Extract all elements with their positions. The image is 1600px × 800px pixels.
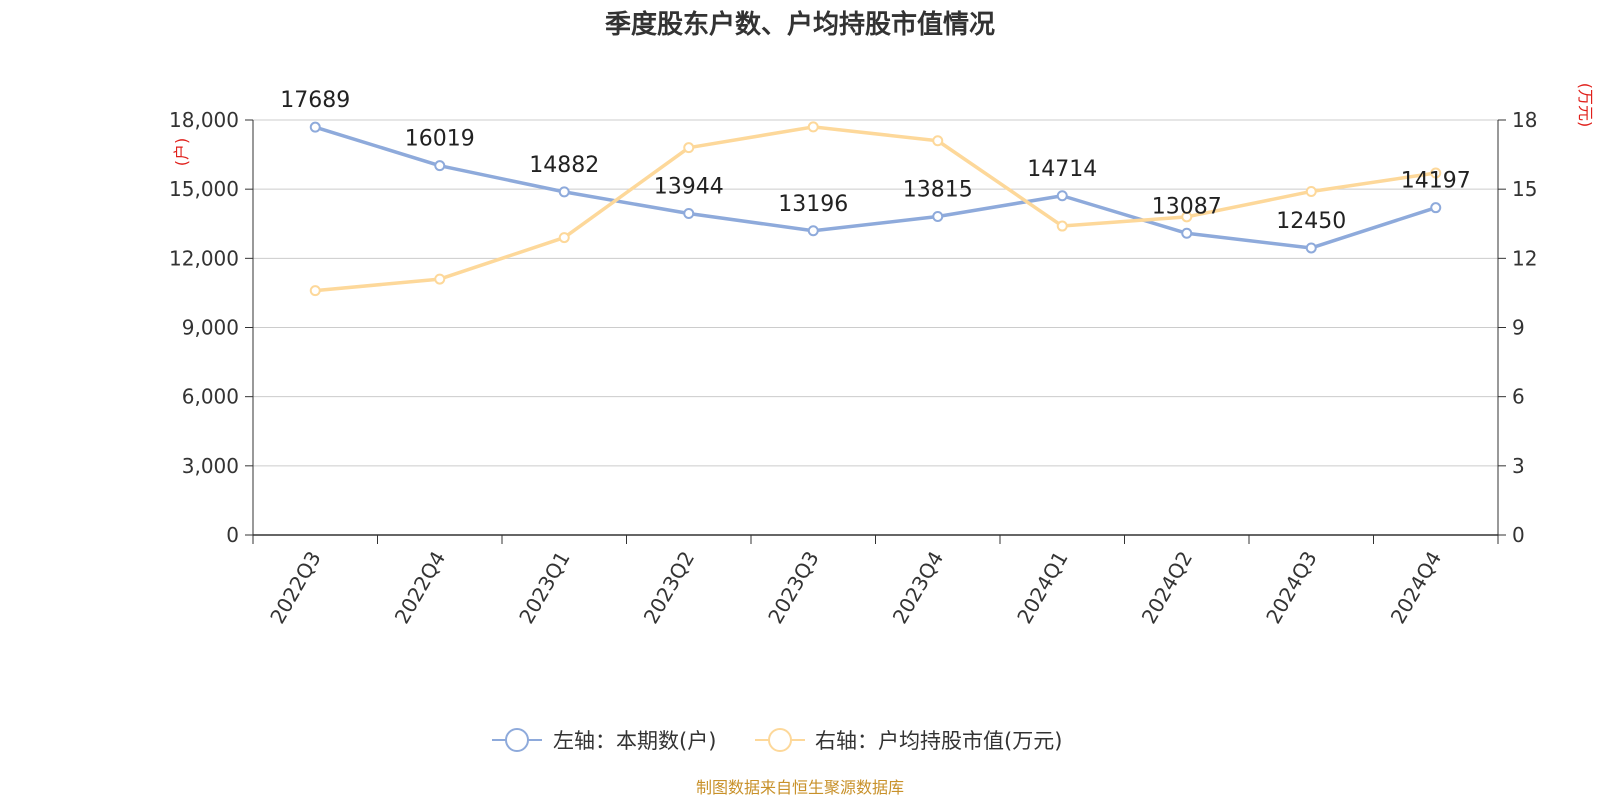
right-tick-label: 3 [1512, 454, 1525, 478]
legend-item-left-series[interactable]: 左轴：本期数(户) [492, 728, 716, 753]
data-point-right [1305, 185, 1317, 197]
series [309, 121, 1442, 297]
left-axis-ticks: 0 3,000 6,000 9,000 12,000 15,000 18,000 [169, 108, 253, 547]
right-tick-label: 6 [1512, 385, 1525, 409]
x-tick-label: 2023Q4 [888, 547, 948, 628]
right-tick-label: 15 [1512, 177, 1537, 201]
right-tick-label: 9 [1512, 316, 1525, 340]
x-tick-label: 2023Q1 [514, 547, 574, 628]
data-label: 16019 [405, 127, 475, 152]
data-label: 13944 [654, 175, 724, 200]
legend-label-left: 左轴：本期数(户) [553, 729, 716, 753]
x-tick-label: 2023Q3 [763, 547, 823, 628]
data-label: 14714 [1027, 157, 1097, 182]
data-point-right [309, 285, 321, 297]
left-tick-label: 0 [226, 523, 239, 547]
right-tick-label: 18 [1512, 108, 1537, 132]
data-label: 13196 [778, 192, 848, 217]
data-label: 14197 [1401, 169, 1471, 194]
x-tick-label: 2024Q3 [1261, 547, 1321, 628]
x-tick-label: 2022Q4 [390, 547, 450, 628]
x-tick-label: 2024Q4 [1386, 547, 1446, 628]
data-labels: 17689 16019 14882 13944 13196 13815 14714 13087… [280, 88, 1471, 234]
data-label: 17689 [280, 88, 350, 113]
gridlines [253, 119, 1498, 467]
left-tick-label: 18,000 [169, 108, 239, 132]
right-axis-unit: (万元) [1576, 83, 1595, 128]
x-tick-label: 2023Q2 [639, 547, 699, 628]
data-point-left [807, 225, 819, 237]
data-point-left [1056, 190, 1068, 202]
source-note: 制图数据来自恒生聚源数据库 [696, 778, 904, 797]
data-label: 12450 [1276, 209, 1346, 234]
axes [252, 120, 1499, 543]
data-point-right [683, 142, 695, 154]
data-point-right [932, 135, 944, 147]
legend: 左轴：本期数(户) 右轴：户均持股市值(万元) [492, 728, 1062, 753]
data-label: 13815 [903, 177, 973, 202]
data-point-left [309, 121, 321, 133]
data-point-left [1430, 202, 1442, 214]
right-tick-label: 12 [1512, 246, 1537, 270]
x-tick-label: 2024Q2 [1137, 547, 1197, 628]
data-point-right [434, 273, 446, 285]
left-tick-label: 6,000 [182, 385, 239, 409]
data-point-right [558, 232, 570, 244]
data-point-left [1305, 242, 1317, 254]
left-axis-unit: (户) [172, 138, 191, 167]
data-point-right [1430, 167, 1442, 179]
chart-title: 季度股东户数、户均持股市值情况 [605, 9, 995, 40]
data-point-right [807, 121, 819, 133]
x-tick-label: 2024Q1 [1012, 547, 1072, 628]
data-point-left [558, 186, 570, 198]
data-label: 13087 [1152, 194, 1222, 219]
left-tick-label: 3,000 [182, 454, 239, 478]
data-point-right [1181, 211, 1193, 223]
series-line-left [314, 125, 1437, 250]
legend-marker-left [505, 728, 529, 752]
data-point-left [1181, 227, 1193, 239]
left-tick-label: 9,000 [182, 316, 239, 340]
data-point-left [932, 210, 944, 222]
data-point-right [1056, 220, 1068, 232]
series-line-right [315, 125, 1437, 293]
legend-marker-right [768, 728, 792, 752]
left-tick-label: 15,000 [169, 177, 239, 201]
legend-item-right-series[interactable]: 右轴：户均持股市值(万元) [755, 728, 1062, 753]
left-tick-label: 12,000 [169, 246, 239, 270]
right-tick-label: 0 [1512, 523, 1525, 547]
data-point-left [434, 160, 446, 172]
x-axis-ticks: 2022Q3 2022Q4 2023Q1 2023Q2 2023Q3 2023Q4 2024… [252, 535, 1499, 628]
x-tick-label: 2022Q3 [265, 547, 325, 628]
data-point-left [683, 208, 695, 220]
legend-label-right: 右轴：户均持股市值(万元) [815, 729, 1062, 753]
data-label: 14882 [529, 153, 599, 178]
right-axis-ticks: 0 3 6 9 12 15 18 [1498, 108, 1537, 547]
